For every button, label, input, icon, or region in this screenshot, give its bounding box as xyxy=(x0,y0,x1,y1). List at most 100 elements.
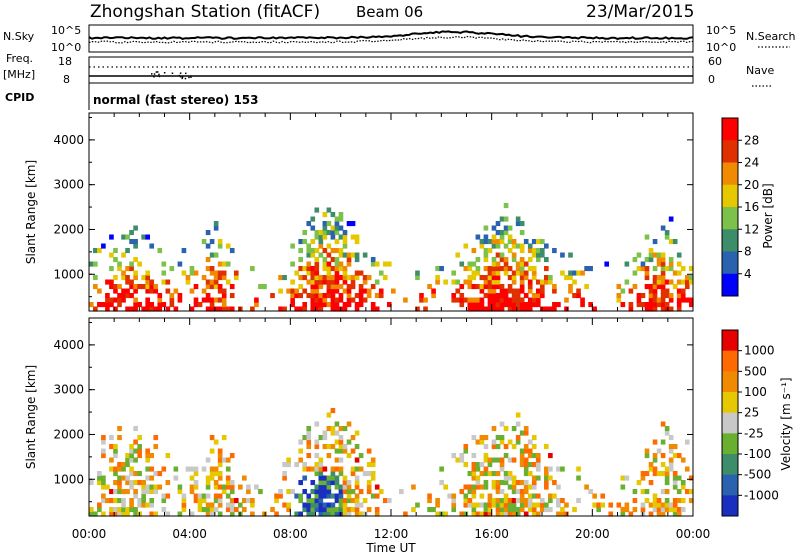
heatmap-cell xyxy=(680,266,686,272)
x-axis-label: Time UT xyxy=(365,541,416,554)
heatmap-cell xyxy=(664,426,670,432)
heatmap-cell xyxy=(133,457,138,463)
heatmap-cell xyxy=(334,284,340,290)
heatmap-cell xyxy=(326,511,332,517)
colorbar-tick-label: 4 xyxy=(744,267,752,281)
heatmap-cell xyxy=(656,511,662,517)
heatmap-cell xyxy=(544,502,549,508)
heatmap-cell xyxy=(314,471,320,477)
heatmap-cell xyxy=(515,435,521,441)
heatmap-cell xyxy=(165,511,171,517)
heatmap-cell xyxy=(560,511,565,517)
heatmap-cell xyxy=(463,279,469,285)
heatmap-cell xyxy=(217,243,223,249)
nave-dot xyxy=(153,73,156,75)
heatmap-cell xyxy=(97,480,102,486)
heatmap-cell xyxy=(141,502,146,508)
heatmap-cell xyxy=(177,261,183,267)
heatmap-cell xyxy=(141,275,146,281)
heatmap-cell xyxy=(217,448,223,454)
heatmap-cell xyxy=(221,293,227,299)
heatmap-cell xyxy=(346,275,352,281)
heatmap-cell xyxy=(560,466,565,472)
heatmap-cell xyxy=(109,279,114,285)
heatmap-cell xyxy=(616,293,622,299)
heatmap-cell xyxy=(499,511,505,517)
colorbar-tick-label: 20 xyxy=(744,178,759,192)
heatmap-cell xyxy=(552,306,557,312)
heatmap-cell xyxy=(93,511,98,517)
heatmap-cell xyxy=(213,471,219,477)
heatmap-cell xyxy=(342,234,348,240)
heatmap-cell xyxy=(660,421,666,427)
heatmap-cell xyxy=(233,498,239,504)
heatmap-cell xyxy=(495,507,501,513)
heatmap-cell xyxy=(354,293,360,299)
heatmap-cell xyxy=(318,230,324,236)
heatmap-cell xyxy=(576,270,581,276)
heatmap-cell xyxy=(338,297,344,303)
heatmap-cell xyxy=(161,493,167,499)
heatmap-cell xyxy=(491,266,497,272)
heatmap-cell xyxy=(217,462,223,468)
heatmap-cell xyxy=(318,275,324,281)
heatmap-cell xyxy=(149,284,155,290)
heatmap-cell xyxy=(499,239,505,245)
heatmap-cell xyxy=(552,493,557,499)
heatmap-cell xyxy=(310,297,316,303)
heatmap-cell xyxy=(286,288,291,294)
heatmap-cell xyxy=(101,484,106,490)
heatmap-cell xyxy=(487,239,493,245)
heatmap-cell xyxy=(217,297,223,303)
heatmap-cell xyxy=(302,507,308,513)
heatmap-cell xyxy=(326,453,332,459)
heatmap-cell xyxy=(121,275,126,281)
heatmap-cell xyxy=(362,297,368,303)
heatmap-cell xyxy=(467,266,473,272)
heatmap-cell xyxy=(467,498,473,504)
heatmap-cell xyxy=(314,306,320,312)
heatmap-cell xyxy=(531,275,537,281)
y-tick-label: 2000 xyxy=(53,427,84,441)
heatmap-cell xyxy=(149,484,155,490)
heatmap-cell xyxy=(507,498,513,504)
heatmap-cell xyxy=(483,266,489,272)
heatmap-cell xyxy=(382,275,388,281)
heatmap-cell xyxy=(310,480,316,486)
heatmap-cell xyxy=(507,511,513,517)
heatmap-cell xyxy=(503,498,509,504)
heatmap-cell xyxy=(310,266,316,272)
heatmap-cell xyxy=(459,457,465,463)
heatmap-cell xyxy=(535,466,541,472)
heatmap-cell xyxy=(576,466,581,472)
heatmap-cell xyxy=(527,484,533,490)
heatmap-cell xyxy=(217,306,223,312)
heatmap-cell xyxy=(680,498,686,504)
heatmap-cell xyxy=(330,430,336,436)
heatmap-cell xyxy=(656,498,662,504)
heatmap-cell xyxy=(149,302,155,308)
heatmap-cell xyxy=(318,484,324,490)
heatmap-cell xyxy=(495,279,501,285)
heatmap-cell xyxy=(246,498,251,504)
heatmap-cell xyxy=(495,457,501,463)
heatmap-cell xyxy=(221,270,227,276)
heatmap-cell xyxy=(318,306,324,312)
heatmap-cell xyxy=(334,216,340,222)
heatmap-cell xyxy=(366,507,372,513)
heatmap-cell xyxy=(539,498,545,504)
heatmap-cell xyxy=(185,279,191,285)
heatmap-cell xyxy=(495,435,501,441)
heatmap-cell xyxy=(620,511,626,517)
heatmap-cell xyxy=(157,471,163,477)
heatmap-cell xyxy=(145,275,150,281)
heatmap-cell xyxy=(519,502,525,508)
heatmap-cell xyxy=(576,293,581,299)
heatmap-cell xyxy=(330,293,336,299)
heatmap-cell xyxy=(495,252,501,258)
heatmap-cell xyxy=(133,448,138,454)
heatmap-cell xyxy=(386,302,392,308)
heatmap-cell xyxy=(121,288,126,294)
heatmap-cell xyxy=(330,275,336,281)
